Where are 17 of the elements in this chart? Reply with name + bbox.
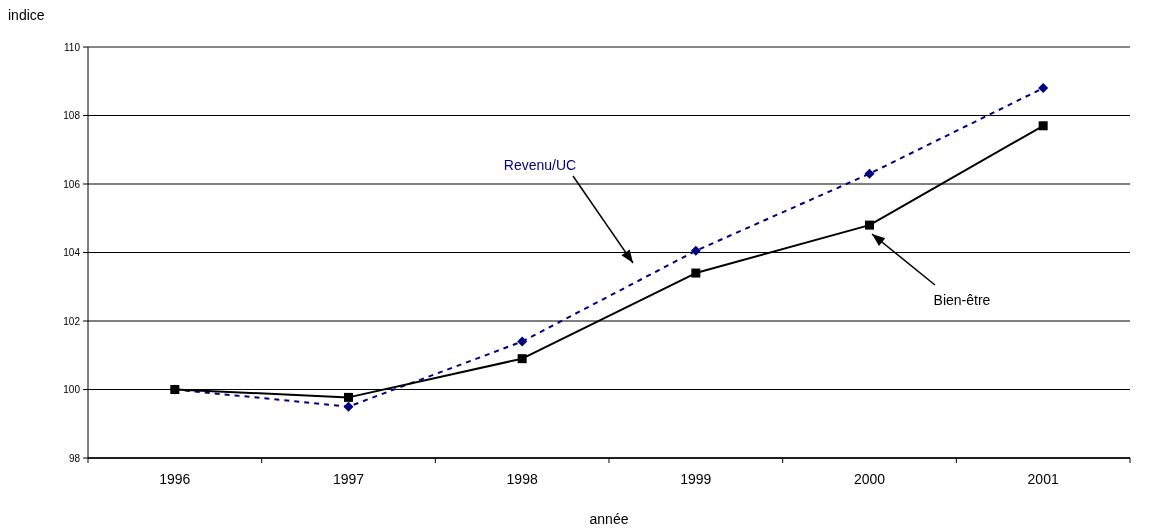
y-tick-label: 106 [63, 178, 81, 190]
y-tick-label: 104 [63, 247, 81, 258]
x-tick-label: 1998 [506, 471, 538, 487]
y-tick-label: 98 [68, 452, 81, 464]
x-tick-label: 1997 [332, 471, 365, 487]
x-tick-label: 2000 [853, 471, 886, 487]
x-tick-label: 1999 [680, 471, 712, 487]
y-tick-label: 110 [64, 41, 81, 53]
y-axis-title: indice [8, 7, 45, 23]
x-axis-title: année [589, 511, 629, 527]
text: Bien-être [933, 292, 991, 308]
x-tick-label: 1996 [159, 471, 191, 487]
y-tick-label: 100 [63, 384, 81, 395]
text: Revenu/UC [503, 157, 577, 173]
y-tick-label: 108 [63, 110, 81, 121]
y-tick-label: 102 [63, 315, 81, 327]
x-tick-label: 2001 [1027, 471, 1059, 487]
